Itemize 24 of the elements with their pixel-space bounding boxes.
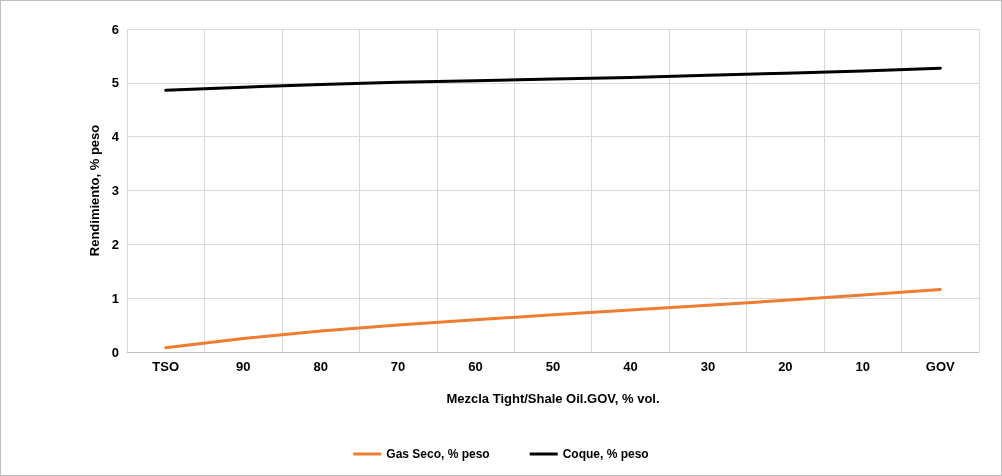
x-axis-title: Mezcla Tight/Shale Oil.GOV, % vol. xyxy=(446,391,660,406)
y-tick-label: 5 xyxy=(111,75,119,91)
x-tick-label: 10 xyxy=(855,359,871,374)
x-tick-label: 60 xyxy=(468,359,483,374)
x-tick-label: 40 xyxy=(623,359,638,374)
x-tick-label: 90 xyxy=(235,359,251,374)
x-tick-label: 30 xyxy=(700,359,716,374)
y-tick-label: 4 xyxy=(111,129,120,145)
x-tick-label: 70 xyxy=(390,359,406,374)
x-tick-label: 20 xyxy=(778,359,793,374)
legend-label: Gas Seco, % peso xyxy=(386,447,490,461)
x-tick-label: 50 xyxy=(545,359,561,374)
y-tick-label: 0 xyxy=(111,344,119,360)
x-tick-label: 80 xyxy=(313,359,328,374)
line-series xyxy=(164,66,942,92)
y-tick-label: 6 xyxy=(111,21,119,37)
y-tick-label: 2 xyxy=(111,236,119,252)
x-tick-label: TSO xyxy=(152,359,180,374)
y-axis-title: Rendimiento, % peso xyxy=(86,124,102,257)
y-tick-label: 1 xyxy=(111,290,119,306)
y-tick-label: 3 xyxy=(111,183,119,198)
legend-label: Coque, % peso xyxy=(562,447,649,461)
line-series xyxy=(164,288,942,350)
x-tick-label: GOV xyxy=(925,359,956,374)
